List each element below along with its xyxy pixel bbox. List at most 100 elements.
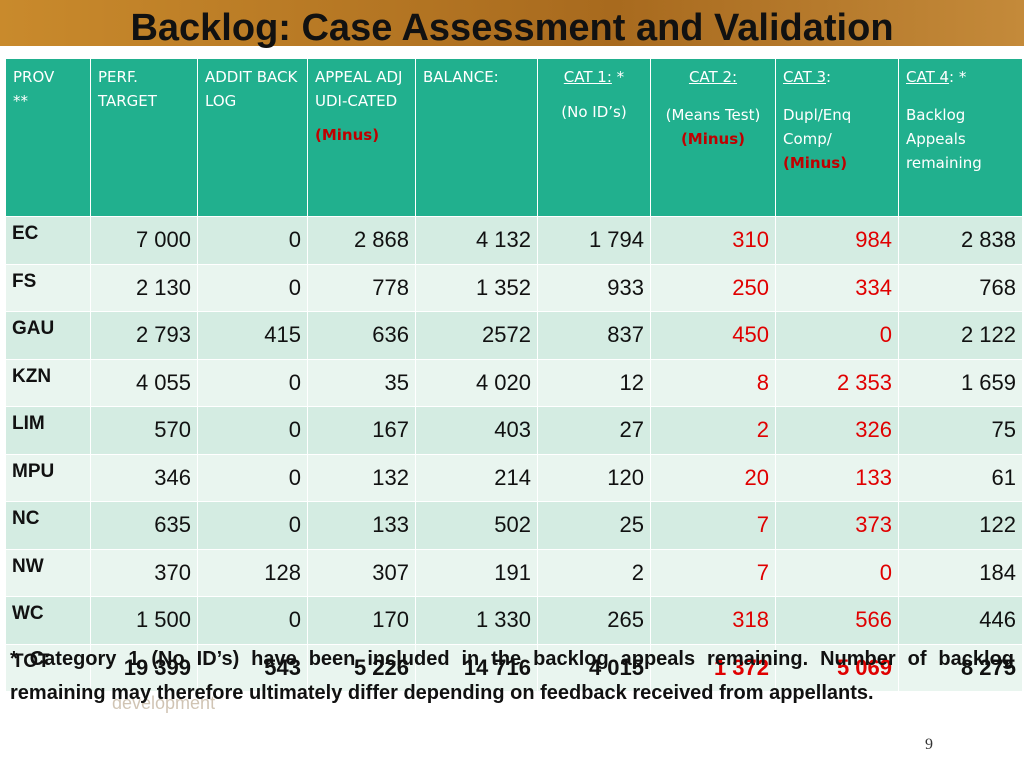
header-cell: PERF. TARGET	[90, 58, 198, 217]
province-cell: FS	[5, 263, 91, 312]
title-band	[0, 0, 1024, 46]
header-text: : *	[949, 68, 967, 86]
value-cell: 133	[775, 453, 899, 502]
province-cell: NC	[5, 501, 91, 550]
table-body: EC 7 000 0 2 868 4 132 1 794 310 984 2 838 FS 2 13…	[5, 216, 1023, 692]
header-text: CAT 1:	[563, 68, 612, 86]
value-cell: 0	[197, 263, 308, 312]
value-cell: 307	[307, 548, 416, 597]
header-cell: CAT 1: * (No ID’s)	[537, 58, 651, 217]
table-row: EC 7 000 0 2 868 4 132 1 794 310 984 2 838	[5, 216, 1023, 265]
header-text: *	[611, 68, 625, 86]
header-cell: APPEAL ADJUDI-CATED (Minus)	[307, 58, 416, 217]
header-cell: CAT 2: (Means Test) (Minus)	[650, 58, 776, 217]
value-cell: 2	[650, 406, 776, 455]
header-text: PROV	[13, 68, 55, 86]
value-cell: 636	[307, 311, 416, 360]
value-cell: 0	[775, 311, 899, 360]
header-text: PERF.	[98, 68, 138, 86]
value-cell: 5 069	[775, 643, 899, 692]
header-minus: (Minus)	[783, 154, 848, 172]
value-cell: 132	[307, 453, 416, 502]
value-cell: 7	[650, 548, 776, 597]
page-number: 9	[925, 736, 933, 753]
value-cell: 133	[307, 501, 416, 550]
value-cell: 450	[650, 311, 776, 360]
value-cell: 75	[898, 406, 1023, 455]
value-cell: 768	[898, 263, 1023, 312]
backlog-table: PROV ** PERF. TARGET ADDIT BACKLOG APPEAL …	[5, 58, 1023, 692]
value-cell: 8	[650, 358, 776, 407]
value-cell: 191	[415, 548, 538, 597]
header-text: (Means Test)	[665, 106, 761, 124]
value-cell: 334	[775, 263, 899, 312]
province-cell: MPU	[5, 453, 91, 502]
table-row: MPU 346 0 132 214 120 20 133 61	[5, 453, 1023, 502]
value-cell: 0	[197, 453, 308, 502]
value-cell: 214	[415, 453, 538, 502]
value-cell: 7	[650, 501, 776, 550]
value-cell: 373	[775, 501, 899, 550]
province-cell: TOT	[5, 643, 91, 692]
value-cell: 2 353	[775, 358, 899, 407]
value-cell: 1 794	[537, 216, 651, 265]
value-cell: 167	[307, 406, 416, 455]
header-cell: PROV **	[5, 58, 91, 217]
value-cell: 318	[650, 596, 776, 645]
table-row: TOT 19 399 543 5 226 14 716 4 015 1 372 5 069 8 …	[5, 643, 1023, 692]
header-text: **	[13, 92, 28, 110]
header-text: :	[826, 68, 832, 86]
header-text: CAT 3	[783, 68, 827, 86]
header-text: CAT 4	[906, 68, 950, 86]
value-cell: 346	[90, 453, 198, 502]
value-cell: 984	[775, 216, 899, 265]
value-cell: 250	[650, 263, 776, 312]
value-cell: 778	[307, 263, 416, 312]
value-cell: 20	[650, 453, 776, 502]
table-row: WC 1 500 0 170 1 330 265 318 566 446	[5, 596, 1023, 645]
province-cell: GAU	[5, 311, 91, 360]
header-text: ADDIT BACKLOG	[205, 68, 298, 110]
slide-title: Backlog: Case Assessment and Validation	[130, 7, 894, 49]
value-cell: 310	[650, 216, 776, 265]
value-cell: 570	[90, 406, 198, 455]
value-cell: 403	[415, 406, 538, 455]
header-row: PROV ** PERF. TARGET ADDIT BACKLOG APPEAL …	[5, 58, 1023, 217]
value-cell: 14 716	[415, 643, 538, 692]
value-cell: 566	[775, 596, 899, 645]
table-row: NW 370 128 307 191 2 7 0 184	[5, 548, 1023, 597]
header-cell: CAT 3: Dupl/Enq Comp/ (Minus)	[775, 58, 899, 217]
header-cell: ADDIT BACKLOG	[197, 58, 308, 217]
value-cell: 1 352	[415, 263, 538, 312]
header-text: BALANCE:	[423, 68, 499, 86]
value-cell: 1 659	[898, 358, 1023, 407]
value-cell: 370	[90, 548, 198, 597]
value-cell: 27	[537, 406, 651, 455]
value-cell: 0	[197, 501, 308, 550]
value-cell: 2 122	[898, 311, 1023, 360]
province-cell: EC	[5, 216, 91, 265]
value-cell: 1 330	[415, 596, 538, 645]
value-cell: 35	[307, 358, 416, 407]
value-cell: 0	[197, 596, 308, 645]
value-cell: 543	[197, 643, 308, 692]
value-cell: 2 130	[90, 263, 198, 312]
value-cell: 502	[415, 501, 538, 550]
value-cell: 2 868	[307, 216, 416, 265]
value-cell: 446	[898, 596, 1023, 645]
value-cell: 0	[197, 358, 308, 407]
table-row: KZN 4 055 0 35 4 020 12 8 2 353 1 659	[5, 358, 1023, 407]
value-cell: 2	[537, 548, 651, 597]
value-cell: 265	[537, 596, 651, 645]
value-cell: 122	[898, 501, 1023, 550]
value-cell: 2 838	[898, 216, 1023, 265]
value-cell: 4 055	[90, 358, 198, 407]
value-cell: 19 399	[90, 643, 198, 692]
value-cell: 61	[898, 453, 1023, 502]
province-cell: WC	[5, 596, 91, 645]
table-row: FS 2 130 0 778 1 352 933 250 334 768	[5, 263, 1023, 312]
province-cell: NW	[5, 548, 91, 597]
value-cell: 1 372	[650, 643, 776, 692]
header-minus: (Minus)	[680, 130, 746, 148]
